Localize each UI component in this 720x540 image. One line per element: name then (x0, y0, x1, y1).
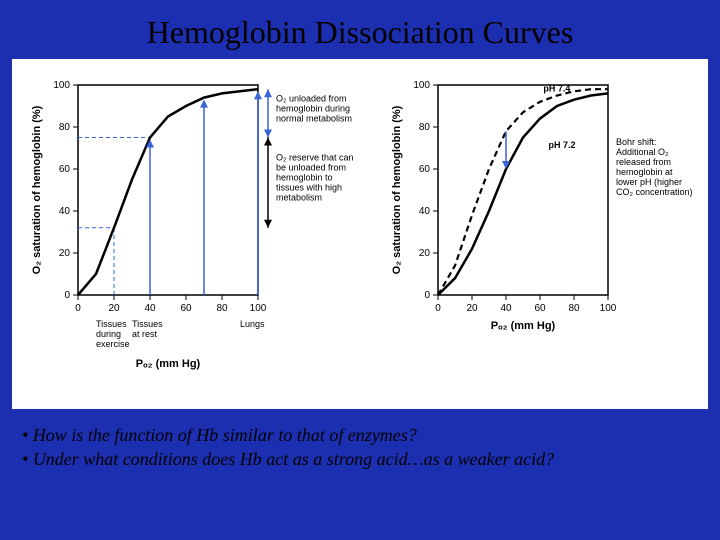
questions-list: • How is the function of Hb similar to t… (0, 409, 720, 472)
slide-title: Hemoglobin Dissociation Curves (0, 0, 720, 59)
svg-text:60: 60 (180, 303, 192, 314)
svg-text:Pₒ₂ (mm Hg): Pₒ₂ (mm Hg) (136, 358, 201, 370)
chart-left-svg: 0 20 40 60 80 100 0 20 40 60 80 100 O₂ saturation of… (18, 67, 368, 397)
svg-text:0: 0 (435, 303, 441, 314)
svg-text:80: 80 (59, 122, 71, 133)
svg-text:60: 60 (419, 164, 431, 175)
svg-text:20: 20 (466, 303, 478, 314)
svg-text:100: 100 (53, 80, 70, 91)
question-1: • How is the function of Hb similar to t… (22, 423, 698, 447)
svg-text:O₂ saturation of hemoglobin (%: O₂ saturation of hemoglobin (%) (31, 105, 43, 274)
svg-text:40: 40 (500, 303, 512, 314)
svg-text:80: 80 (568, 303, 580, 314)
chart-left: 0 20 40 60 80 100 0 20 40 60 80 100 O₂ saturation of… (18, 67, 368, 401)
svg-text:Bohr shift:Additional O₂releas: Bohr shift:Additional O₂released fromhem… (616, 137, 693, 197)
svg-text:0: 0 (75, 303, 81, 314)
svg-text:Lungs: Lungs (240, 319, 265, 329)
svg-text:60: 60 (59, 164, 71, 175)
question-2: • Under what conditions does Hb act as a… (22, 447, 698, 471)
svg-text:O₂ saturation of hemoglobin (%: O₂ saturation of hemoglobin (%) (391, 105, 403, 274)
chart-right: 0 20 40 60 80 100 0 20 40 60 80 100 O₂ saturation of… (382, 67, 702, 401)
svg-text:Tissuesat rest: Tissuesat rest (132, 319, 163, 339)
chart-right-svg: 0 20 40 60 80 100 0 20 40 60 80 100 O₂ saturation of… (382, 67, 702, 397)
svg-text:20: 20 (59, 248, 71, 259)
svg-text:40: 40 (144, 303, 156, 314)
svg-text:40: 40 (59, 206, 71, 217)
svg-text:O₂ reserve that canbe unloaded: O₂ reserve that canbe unloaded fromhemog… (276, 153, 354, 203)
svg-text:60: 60 (534, 303, 546, 314)
svg-text:80: 80 (419, 122, 431, 133)
charts-area: 0 20 40 60 80 100 0 20 40 60 80 100 O₂ saturation of… (12, 59, 708, 409)
svg-text:100: 100 (413, 80, 430, 91)
svg-text:pH 7.2: pH 7.2 (549, 140, 576, 150)
svg-text:100: 100 (600, 303, 617, 314)
svg-text:20: 20 (419, 248, 431, 259)
svg-text:40: 40 (419, 206, 431, 217)
svg-text:100: 100 (250, 303, 267, 314)
svg-text:Pₒ₂ (mm Hg): Pₒ₂ (mm Hg) (491, 320, 556, 332)
svg-text:pH 7.4: pH 7.4 (543, 83, 570, 93)
svg-text:O₂ unloaded fromhemoglobin dur: O₂ unloaded fromhemoglobin duringnormal … (276, 93, 352, 123)
svg-text:20: 20 (108, 303, 120, 314)
svg-text:80: 80 (216, 303, 228, 314)
svg-text:0: 0 (424, 290, 430, 301)
svg-text:Tissuesduringexercise: Tissuesduringexercise (96, 319, 130, 349)
svg-text:0: 0 (64, 290, 70, 301)
